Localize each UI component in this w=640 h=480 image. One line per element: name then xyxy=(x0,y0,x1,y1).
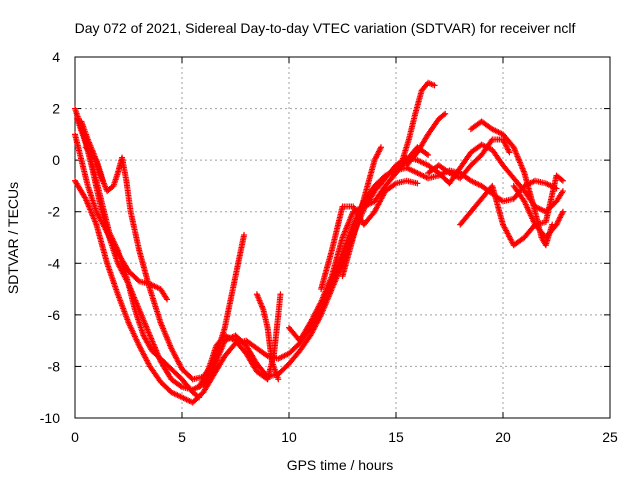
chart-title: Day 072 of 2021, Sidereal Day-to-day VTE… xyxy=(75,20,576,36)
x-axis-title: GPS time / hours xyxy=(287,457,394,473)
data-point xyxy=(241,231,248,238)
x-tick-label: 15 xyxy=(388,429,404,445)
series-track-13 xyxy=(403,110,449,169)
series-track-8 xyxy=(253,291,282,383)
data-point xyxy=(559,188,566,195)
y-tick-label: -2 xyxy=(48,204,61,220)
y-tick-label: 0 xyxy=(52,152,60,168)
x-tick-label: 5 xyxy=(178,429,186,445)
series-track-17 xyxy=(510,172,566,228)
y-tick-label: -8 xyxy=(48,358,61,374)
data-marker xyxy=(423,151,430,158)
y-tick-label: 2 xyxy=(52,101,60,117)
data-point xyxy=(164,296,171,303)
data-point xyxy=(559,177,566,184)
y-tick-label: 4 xyxy=(52,49,60,65)
data-marker xyxy=(440,111,447,118)
data-point xyxy=(549,221,556,228)
series-track-12 xyxy=(393,79,438,177)
x-tick-label: 20 xyxy=(495,429,511,445)
data-point xyxy=(414,180,421,187)
data-point xyxy=(277,291,284,298)
data-marker xyxy=(177,383,184,390)
y-tick-label: -6 xyxy=(48,307,61,323)
data-point xyxy=(378,144,385,151)
x-axis: 0 5 10 15 20 25 xyxy=(71,57,618,445)
data-marker xyxy=(194,393,201,400)
grid-lines xyxy=(75,57,610,418)
data-series xyxy=(72,79,566,406)
x-tick-label: 0 xyxy=(71,429,79,445)
y-axis: -10 -8 -6 -4 -2 0 2 4 xyxy=(40,49,610,426)
data-point xyxy=(275,376,282,383)
data-marker xyxy=(558,176,565,183)
x-tick-label: 10 xyxy=(281,429,297,445)
y-tick-label: -4 xyxy=(48,255,61,271)
series-track-7 xyxy=(196,291,284,391)
x-tick-label: 25 xyxy=(602,429,618,445)
data-point xyxy=(559,208,566,215)
data-point xyxy=(431,82,438,89)
data-point xyxy=(425,151,432,158)
series-track-6 xyxy=(78,118,248,383)
series-track-4 xyxy=(74,115,203,401)
y-tick-label: -10 xyxy=(40,410,60,426)
plot-frame xyxy=(74,56,611,419)
data-point xyxy=(442,110,449,117)
series-track-1 xyxy=(72,164,560,406)
y-axis-title: SDTVAR / TECUs xyxy=(5,182,21,294)
data-point xyxy=(506,149,513,156)
data-marker xyxy=(391,181,398,188)
series-track-11 xyxy=(339,144,385,280)
data-point xyxy=(196,394,203,401)
series-track-16 xyxy=(467,118,556,249)
